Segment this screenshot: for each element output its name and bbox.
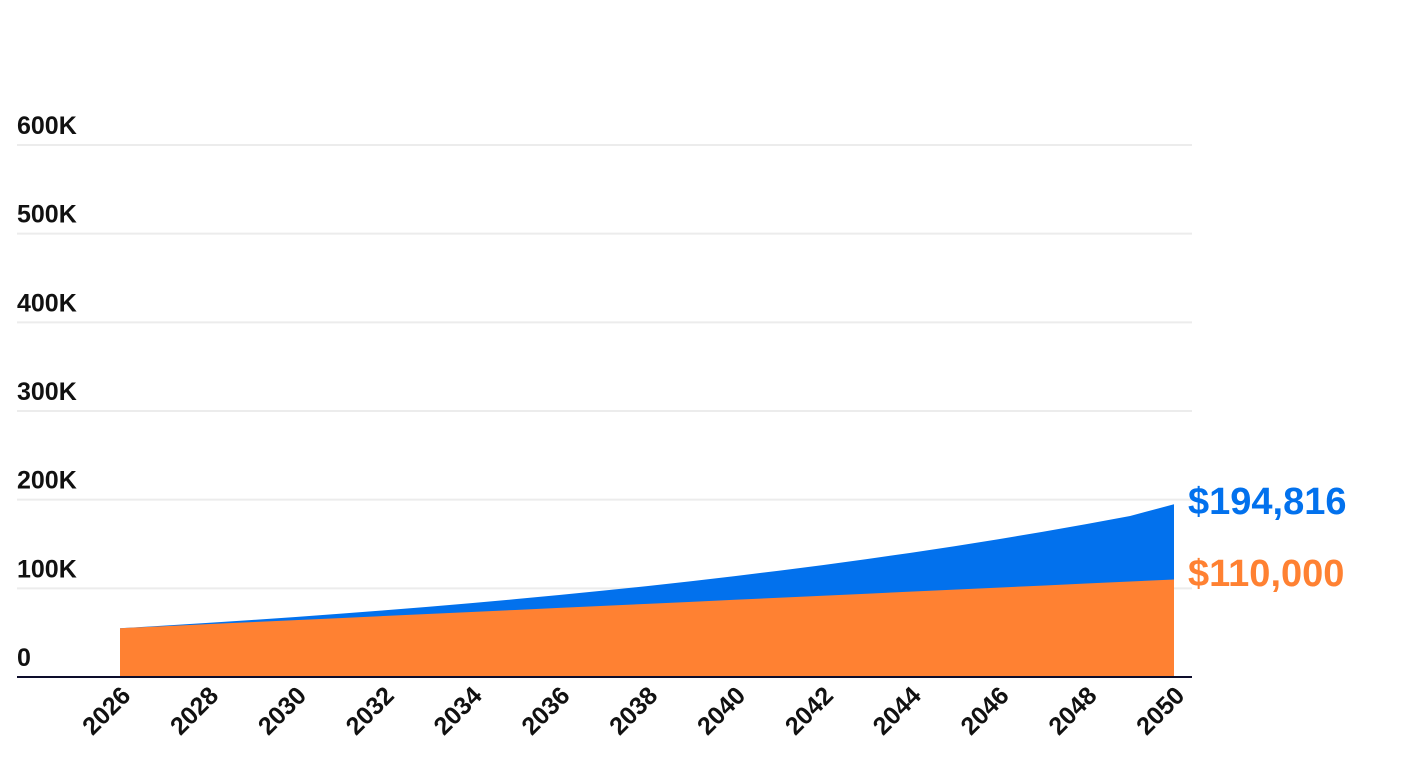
x-tick-label: 2036 [516, 681, 575, 740]
end-label-total: $194,816 [1188, 481, 1347, 523]
area-contributions [120, 579, 1174, 677]
x-tick-label: 2028 [165, 681, 224, 740]
y-tick-label: 400K [17, 289, 77, 317]
end-label-contributions: $110,000 [1188, 553, 1344, 595]
x-tick-label: 2046 [955, 681, 1014, 740]
x-tick-label: 2026 [77, 681, 136, 740]
area-series [120, 504, 1174, 677]
y-tick-label: 300K [17, 378, 77, 406]
y-tick-label: 500K [17, 201, 77, 229]
x-tick-label: 2034 [428, 681, 487, 740]
x-tick-label: 2042 [780, 681, 839, 740]
x-tick-label: 2040 [692, 681, 751, 740]
y-tick-label: 600K [17, 112, 77, 140]
x-tick-label: 2038 [604, 681, 663, 740]
x-tick-label: 2032 [341, 681, 400, 740]
x-tick-label: 2048 [1043, 681, 1102, 740]
y-tick-label: 200K [17, 467, 77, 495]
y-tick-label: 0 [17, 644, 31, 672]
x-axis-tick-labels: 2026 2028 2030 2032 2034 2036 2038 2040 2042 2044… [77, 681, 1190, 740]
y-tick-label: 100K [17, 555, 77, 583]
y-axis-tick-labels: 0 100K 200K 300K 400K 500K 600K [17, 112, 77, 672]
x-tick-label: 2030 [253, 681, 312, 740]
x-tick-label: 2044 [868, 681, 927, 740]
gridlines [17, 144, 1192, 590]
x-tick-label: 2050 [1131, 681, 1190, 740]
